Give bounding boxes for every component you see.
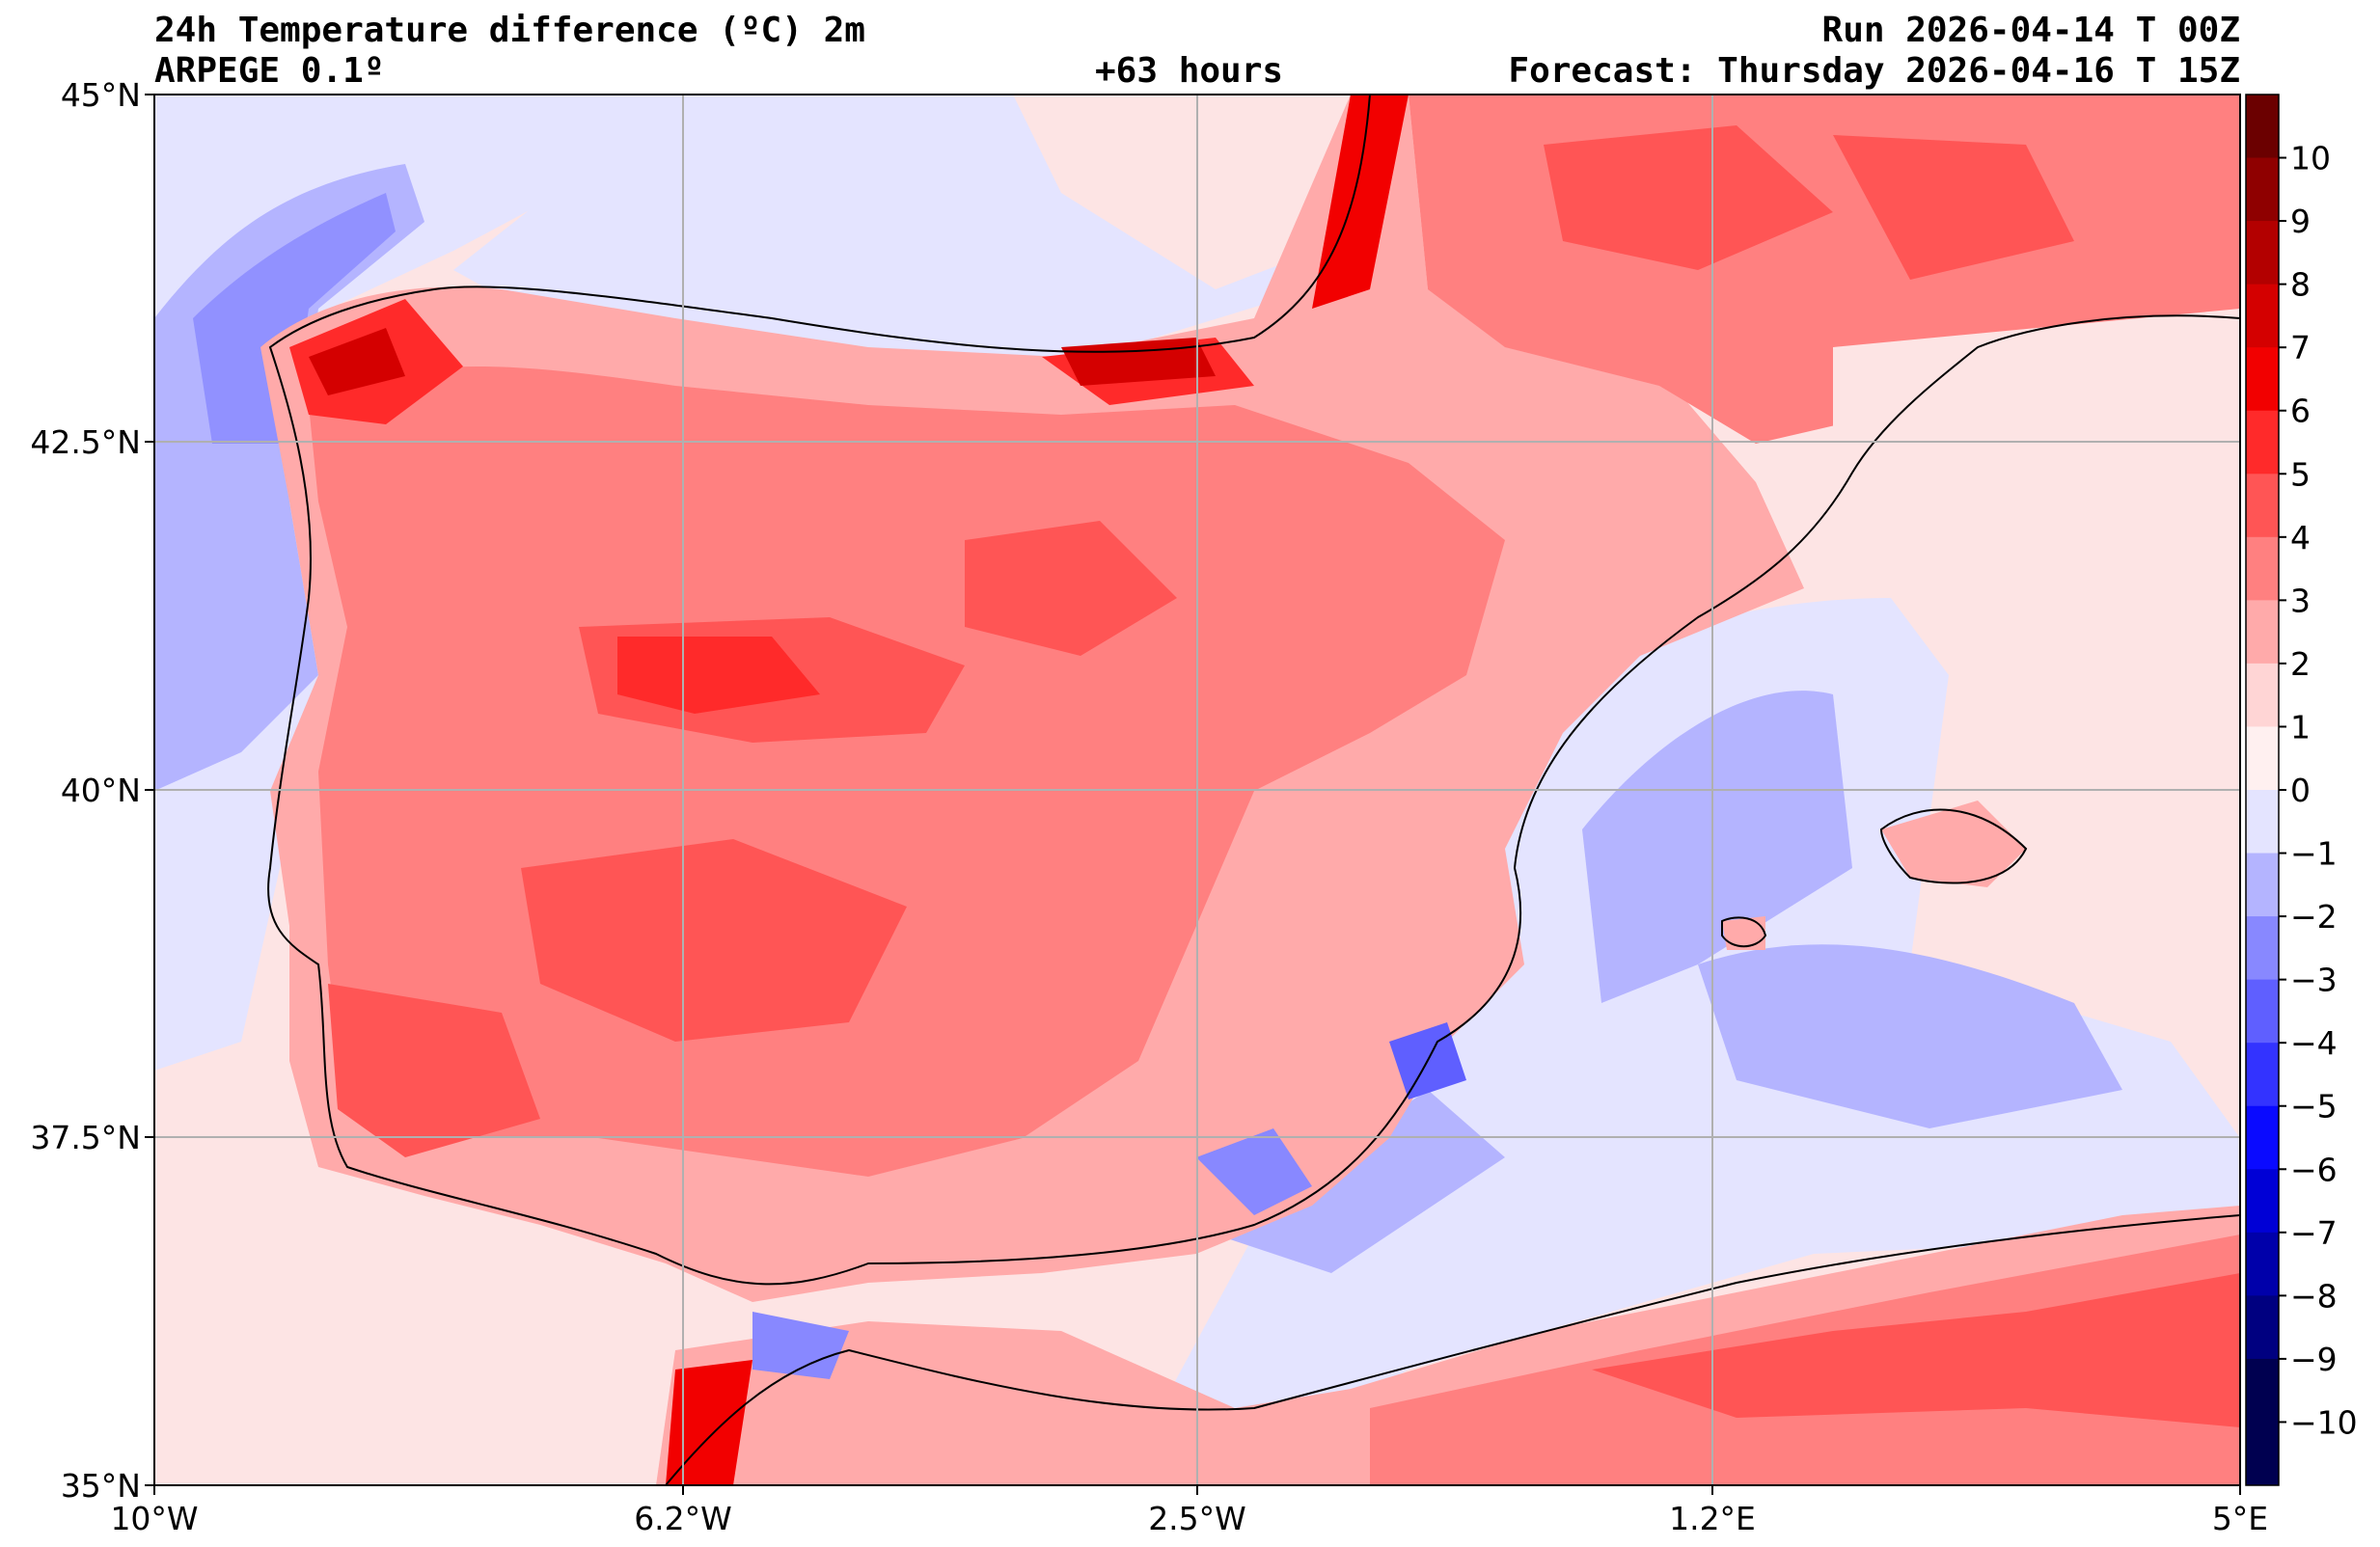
- colorbar-label: 5: [2290, 455, 2311, 493]
- lon-label: 1.2°E: [1669, 1500, 1756, 1537]
- colorbar-band: [2246, 1422, 2279, 1486]
- colorbar-label: 6: [2290, 393, 2311, 430]
- lon-label: 2.5°W: [1148, 1500, 1246, 1537]
- lat-label: 35°N: [61, 1467, 141, 1505]
- colorbar-label: −3: [2290, 962, 2338, 999]
- colorbar-band: [2246, 853, 2279, 917]
- lon-label: 6.2°W: [634, 1500, 732, 1537]
- colorbar-band: [2246, 916, 2279, 981]
- lead-time: +63 hours: [1095, 51, 1284, 91]
- colorbar-label: 8: [2290, 266, 2311, 304]
- colorbar-label: 2: [2290, 645, 2311, 683]
- colorbar-band: [2246, 790, 2279, 855]
- lat-label: 40°N: [61, 772, 141, 809]
- map-title: 24h Temperature difference (ºC) 2m: [154, 11, 865, 50]
- colorbar-label: −5: [2290, 1088, 2338, 1126]
- colorbar-label: −1: [2290, 835, 2338, 873]
- colorbar-band: [2246, 663, 2279, 727]
- colorbar-band: [2246, 347, 2279, 412]
- colorbar-band: [2246, 1169, 2279, 1234]
- colorbar-band: [2246, 979, 2279, 1044]
- lat-label: 42.5°N: [30, 423, 141, 461]
- colorbar-label: 10: [2290, 140, 2331, 177]
- colorbar-band: [2246, 1232, 2279, 1296]
- colorbar-label: −4: [2290, 1024, 2338, 1062]
- coastlines: [267, 95, 2240, 1485]
- colorbar-label: −6: [2290, 1151, 2338, 1188]
- colorbar-label: 4: [2290, 519, 2311, 556]
- colorbar-band: [2246, 410, 2279, 475]
- lon-label: 5°E: [2212, 1500, 2268, 1537]
- colorbar-band: [2246, 1295, 2279, 1360]
- colorbar-label: −8: [2290, 1277, 2338, 1315]
- colorbar-label: −9: [2290, 1341, 2338, 1378]
- colorbar-label: −7: [2290, 1214, 2338, 1252]
- lon-label: 10°W: [110, 1500, 198, 1537]
- colorbar-label: 1: [2290, 708, 2311, 746]
- colorbar-band: [2246, 600, 2279, 665]
- colorbar-band: [2246, 157, 2279, 222]
- colorbar-band: [2246, 221, 2279, 285]
- colorbar-label: −10: [2290, 1403, 2358, 1441]
- model-name: ARPEGE 0.1º: [154, 51, 385, 91]
- colorbar-label: 9: [2290, 203, 2311, 240]
- colorbar-label: 7: [2290, 329, 2311, 366]
- colorbar-band: [2246, 1358, 2279, 1423]
- graticule: [154, 95, 2240, 1485]
- colorbar-band: [2246, 95, 2279, 159]
- colorbar-band: [2246, 474, 2279, 538]
- colorbar-band: [2246, 1105, 2279, 1170]
- colorbar-band: [2246, 284, 2279, 348]
- lat-label: 37.5°N: [30, 1119, 141, 1156]
- colorbar-band: [2246, 726, 2279, 791]
- forecast-time: Forecast: Thursday 2026-04-16 T 15Z: [1508, 51, 2240, 91]
- colorbar-band: [2246, 536, 2279, 601]
- colorbar-label: −2: [2290, 898, 2338, 936]
- lat-label: 45°N: [61, 76, 141, 114]
- colorbar-label: 3: [2290, 582, 2311, 619]
- colorbar-label: 0: [2290, 772, 2311, 809]
- colorbar-band: [2246, 1043, 2279, 1107]
- run-time: Run 2026-04-14 T 00Z: [1821, 11, 2240, 50]
